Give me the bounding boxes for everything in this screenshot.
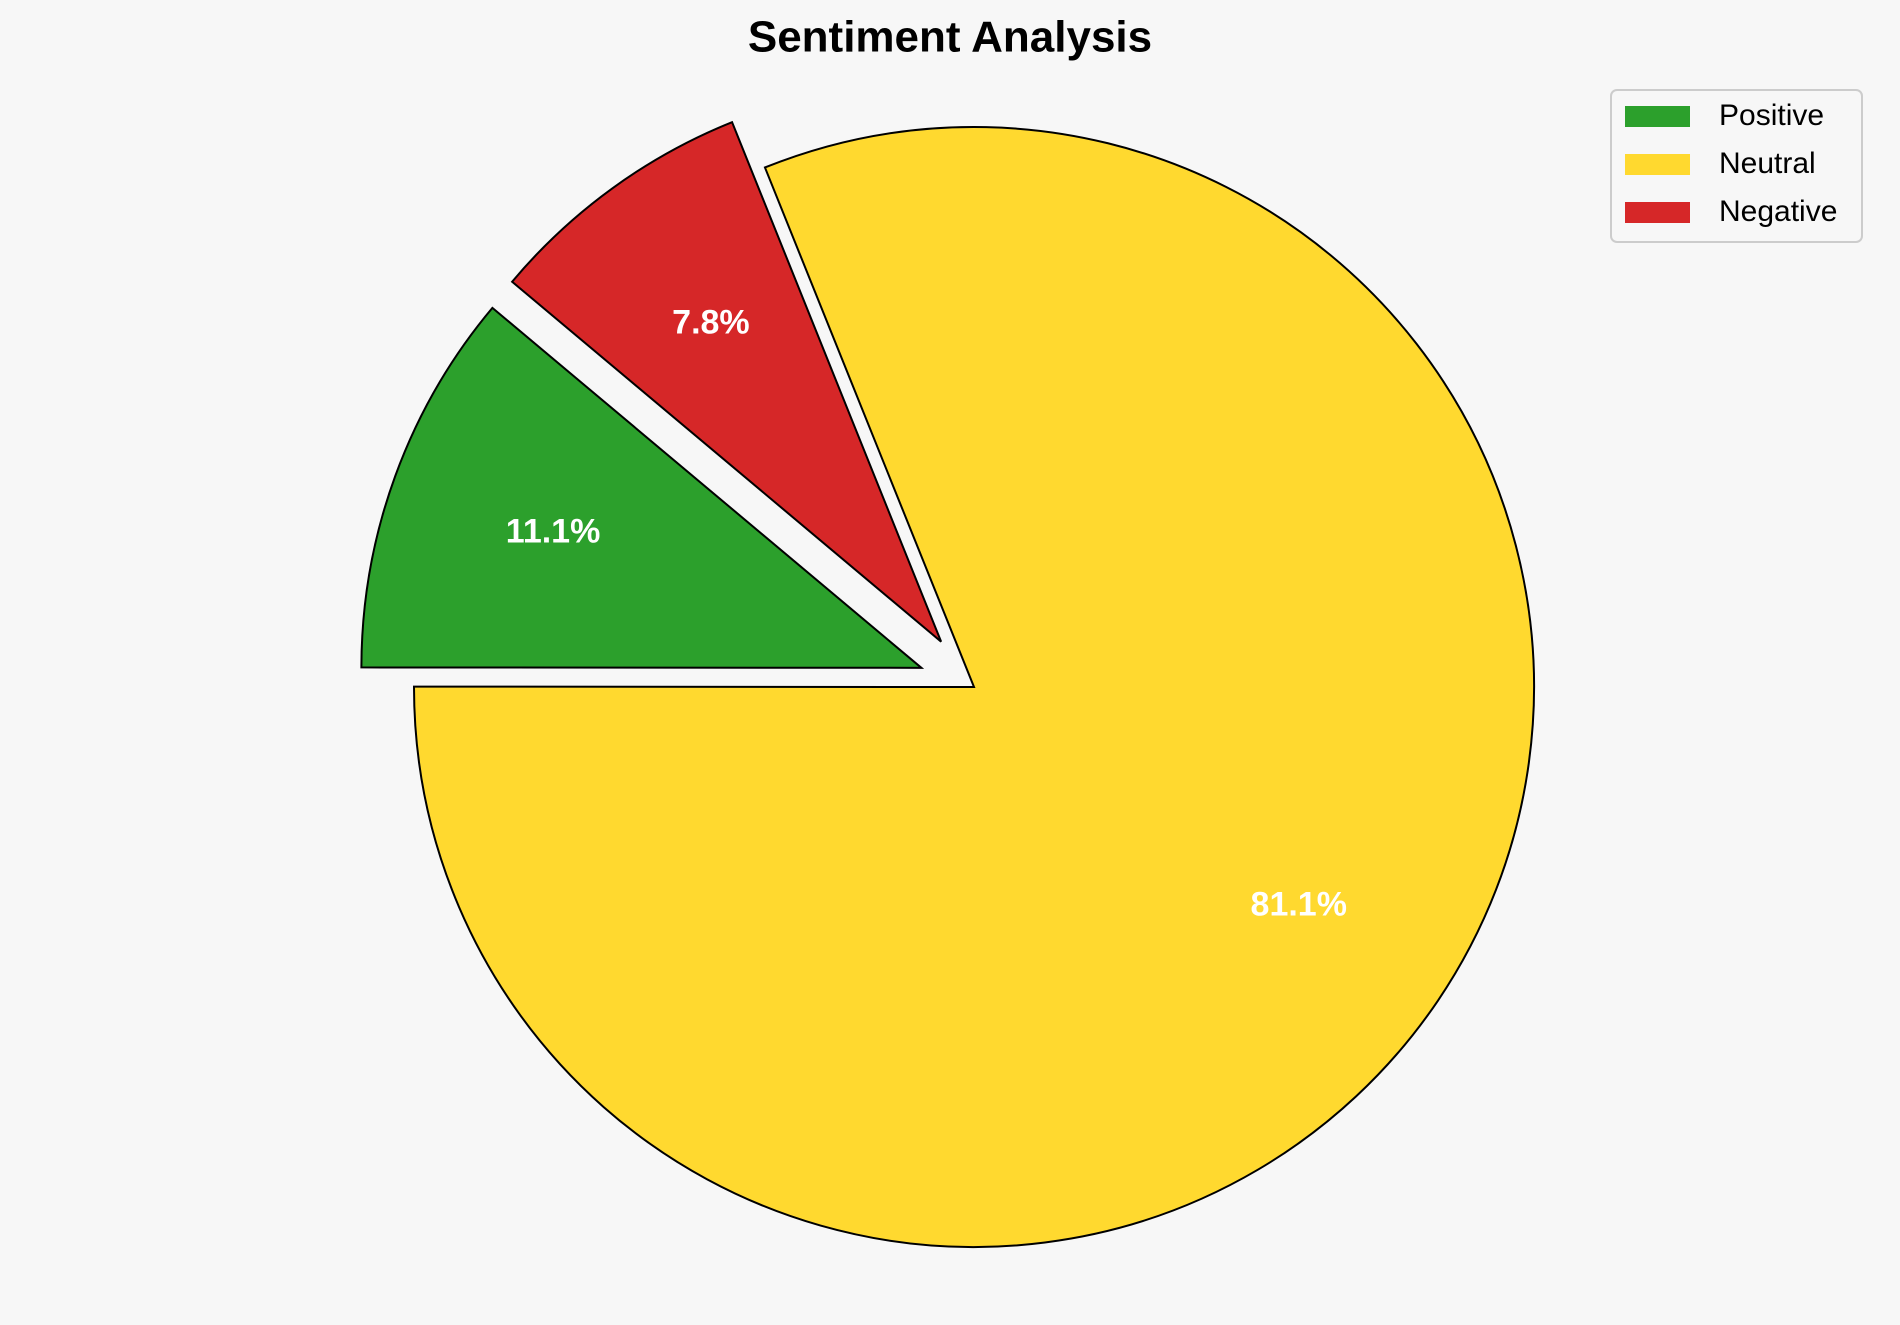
slice-label: 11.1% <box>506 513 601 551</box>
legend-label: Neutral <box>1719 147 1816 180</box>
pie-slice <box>510 120 943 643</box>
legend: Positive Neutral Negative <box>1610 89 1863 243</box>
legend-label: Positive <box>1719 99 1824 132</box>
chart-title: Sentiment Analysis <box>748 13 1152 62</box>
pie-slice <box>360 306 925 669</box>
pie-slice <box>412 126 1535 1248</box>
slice-label: 7.8% <box>672 303 750 341</box>
slice-label: 81.1% <box>1251 886 1347 924</box>
legend-label: Negative <box>1719 195 1837 228</box>
legend-swatch <box>1625 202 1690 223</box>
legend-swatch <box>1625 154 1690 175</box>
legend-swatch <box>1625 106 1690 127</box>
